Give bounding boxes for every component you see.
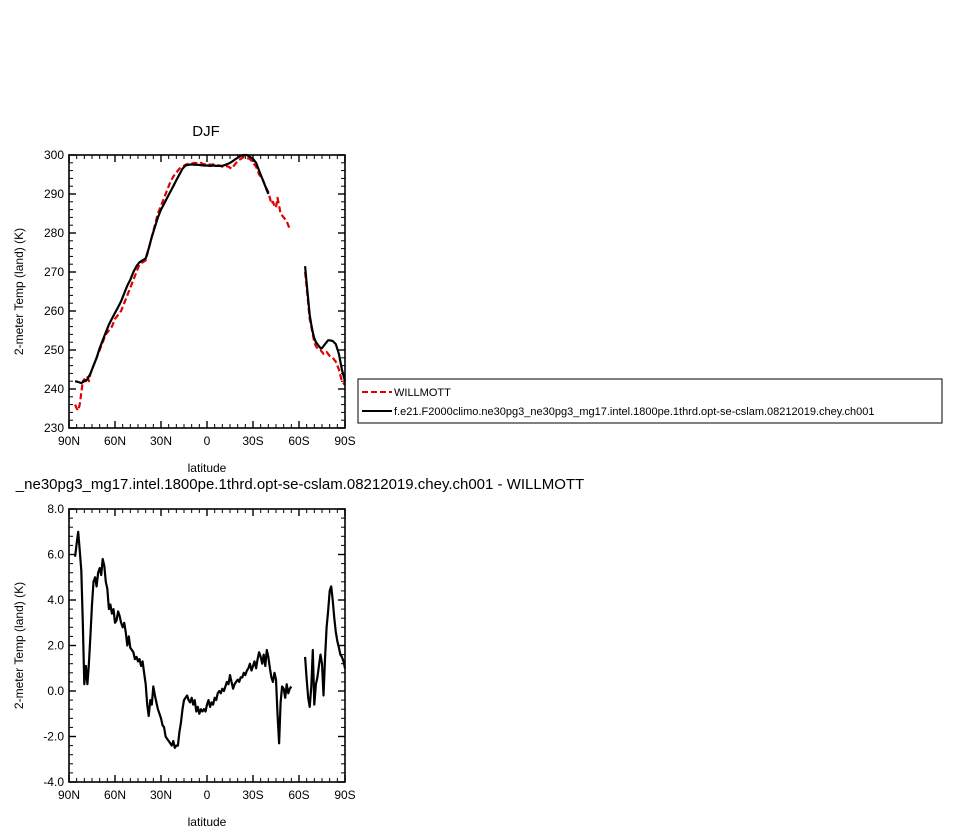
x-tick-label: 60N — [104, 788, 126, 802]
x-tick-label: 30N — [150, 434, 172, 448]
x-tick-label: 60S — [288, 788, 309, 802]
y-tick-label: 0.0 — [47, 684, 64, 698]
legend: WILLMOTT f.e21.F2000climo.ne30pg3_ne30pg… — [357, 378, 943, 424]
chart-title: DJF — [192, 123, 220, 140]
x-tick-label: 0 — [204, 434, 211, 448]
x-axis-label: latitude — [188, 815, 227, 829]
x-tick-label: 60N — [104, 434, 126, 448]
series-line-f-seg1 — [304, 266, 347, 382]
temperature-chart: DJF 90N 60N 30N 0 30S 60S 90S 230 240 250 260 270 28… — [12, 123, 356, 475]
y-tick-label: 2.0 — [47, 639, 64, 653]
series-line-f-seg0 — [74, 153, 270, 385]
axis-ticks: 90N 60N 30N 0 30S 60S 90S -4.0 -2.0 0.0 2.0 4.0 6.0 8… — [43, 502, 355, 802]
y-tick-label: 4.0 — [47, 593, 64, 607]
x-tick-label: 90N — [58, 788, 80, 802]
series-lines — [74, 153, 347, 412]
x-axis-label: latitude — [188, 461, 227, 475]
x-tick-label: 90S — [334, 434, 355, 448]
chart-title: _ne30pg3_mg17.intel.1800pe.1thrd.opt-se-… — [15, 476, 584, 493]
y-tick-label: 250 — [44, 343, 64, 357]
x-tick-label: 90N — [58, 434, 80, 448]
y-tick-label: 260 — [44, 304, 64, 318]
x-tick-label: 30S — [242, 788, 263, 802]
series-lines — [74, 530, 347, 749]
y-tick-label: 270 — [44, 265, 64, 279]
y-tick-label: 230 — [44, 421, 64, 435]
series-line-willmott-seg0 — [74, 155, 291, 412]
x-tick-label: 30N — [150, 788, 172, 802]
y-tick-label: 6.0 — [47, 548, 64, 562]
legend-entry-model: f.e21.F2000climo.ne30pg3_ne30pg3_mg17.in… — [394, 406, 874, 418]
y-tick-label: 240 — [44, 382, 64, 396]
x-tick-label: 90S — [334, 788, 355, 802]
x-tick-label: 0 — [204, 788, 211, 802]
x-tick-label: 30S — [242, 434, 263, 448]
difference-chart: _ne30pg3_mg17.intel.1800pe.1thrd.opt-se-… — [12, 476, 584, 829]
legend-entry-willmott: WILLMOTT — [394, 387, 451, 399]
y-tick-label: 280 — [44, 226, 64, 240]
y-tick-label: -4.0 — [43, 775, 64, 789]
axis-ticks: 90N 60N 30N 0 30S 60S 90S 230 240 250 260 270 280 290… — [44, 148, 356, 448]
y-tick-label: 8.0 — [47, 502, 64, 516]
x-tick-label: 60S — [288, 434, 309, 448]
y-tick-label: -2.0 — [43, 730, 64, 744]
y-axis-label: 2-meter Temp (land) (K) — [12, 582, 26, 709]
y-tick-label: 290 — [44, 187, 64, 201]
legend-box — [357, 378, 943, 424]
plot-frame — [68, 508, 346, 783]
series-line-difference-seg0 — [74, 530, 293, 749]
plot-frame — [68, 154, 346, 429]
y-axis-label: 2-meter Temp (land) (K) — [12, 228, 26, 355]
series-line-difference-seg1 — [304, 585, 347, 708]
y-tick-label: 300 — [44, 148, 64, 162]
